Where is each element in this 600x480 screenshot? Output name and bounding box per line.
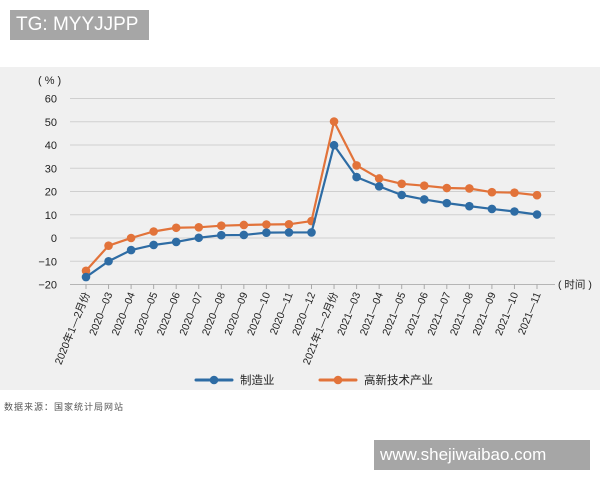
x-tick-label: 2020年1—2月份 — [52, 290, 93, 367]
x-axis-unit: ( 时间 ) — [558, 278, 592, 291]
data-point — [284, 219, 294, 229]
data-point — [397, 190, 407, 200]
y-axis-unit: ( % ) — [38, 75, 61, 87]
legend-label: 高新技术产业 — [364, 373, 433, 387]
chart-panel: ( % ) 60 50 40 30 20 10 0 −10 −20 2020年1—2月份 2020—0… — [0, 67, 600, 390]
data-point — [194, 233, 204, 243]
data-point — [352, 172, 361, 182]
data-point — [171, 237, 181, 247]
y-tick-label: 30 — [45, 163, 57, 175]
data-point — [171, 223, 181, 233]
data-point — [510, 207, 519, 216]
data-point — [149, 227, 158, 236]
data-point — [397, 179, 407, 189]
data-point — [194, 223, 204, 232]
watermark: www.shejiwaibao.com — [374, 440, 590, 470]
data-point — [217, 221, 226, 230]
data-point — [104, 241, 113, 250]
data-point — [465, 201, 474, 211]
line-chart: ( % )6050403020100−10−202020年1—2月份2020—0… — [38, 75, 592, 387]
data-point — [374, 182, 384, 191]
y-tick-label: 0 — [51, 233, 57, 245]
data-point — [329, 140, 339, 150]
data-point — [239, 230, 249, 240]
data-point — [374, 174, 384, 183]
data-point — [510, 188, 519, 197]
data-point — [126, 245, 136, 255]
data-point — [284, 228, 294, 237]
y-tick-label: −10 — [38, 256, 57, 268]
data-point — [217, 230, 226, 240]
legend-label: 制造业 — [240, 373, 275, 387]
data-point — [352, 161, 361, 170]
data-point — [419, 195, 429, 204]
data-point — [532, 190, 542, 200]
data-point — [487, 187, 497, 197]
legend-swatch-marker — [333, 375, 343, 385]
data-source-note: 数据来源：国家统计局网站 — [4, 403, 125, 413]
data-point — [81, 272, 91, 282]
data-point — [465, 184, 474, 193]
y-tick-label: 50 — [45, 117, 57, 129]
data-point — [126, 233, 136, 243]
data-point — [487, 204, 497, 214]
data-point — [442, 183, 452, 193]
y-tick-label: 40 — [45, 140, 57, 152]
tg-badge: TG: MYYJJPP — [10, 10, 149, 40]
data-point — [81, 266, 91, 276]
data-point — [442, 198, 452, 208]
series-line — [85, 144, 538, 278]
data-point — [419, 181, 429, 190]
y-tick-label: 10 — [45, 210, 57, 222]
data-point — [104, 256, 113, 266]
y-tick-label: −20 — [38, 280, 57, 292]
legend-swatch-marker — [209, 375, 219, 385]
data-point — [329, 117, 339, 126]
y-tick-label: 60 — [45, 94, 57, 106]
y-tick-label: 20 — [45, 187, 57, 199]
data-point — [239, 220, 249, 230]
data-point — [262, 220, 271, 229]
data-point — [149, 240, 158, 250]
data-point — [532, 210, 542, 219]
data-point — [262, 228, 271, 237]
data-point — [307, 228, 316, 237]
